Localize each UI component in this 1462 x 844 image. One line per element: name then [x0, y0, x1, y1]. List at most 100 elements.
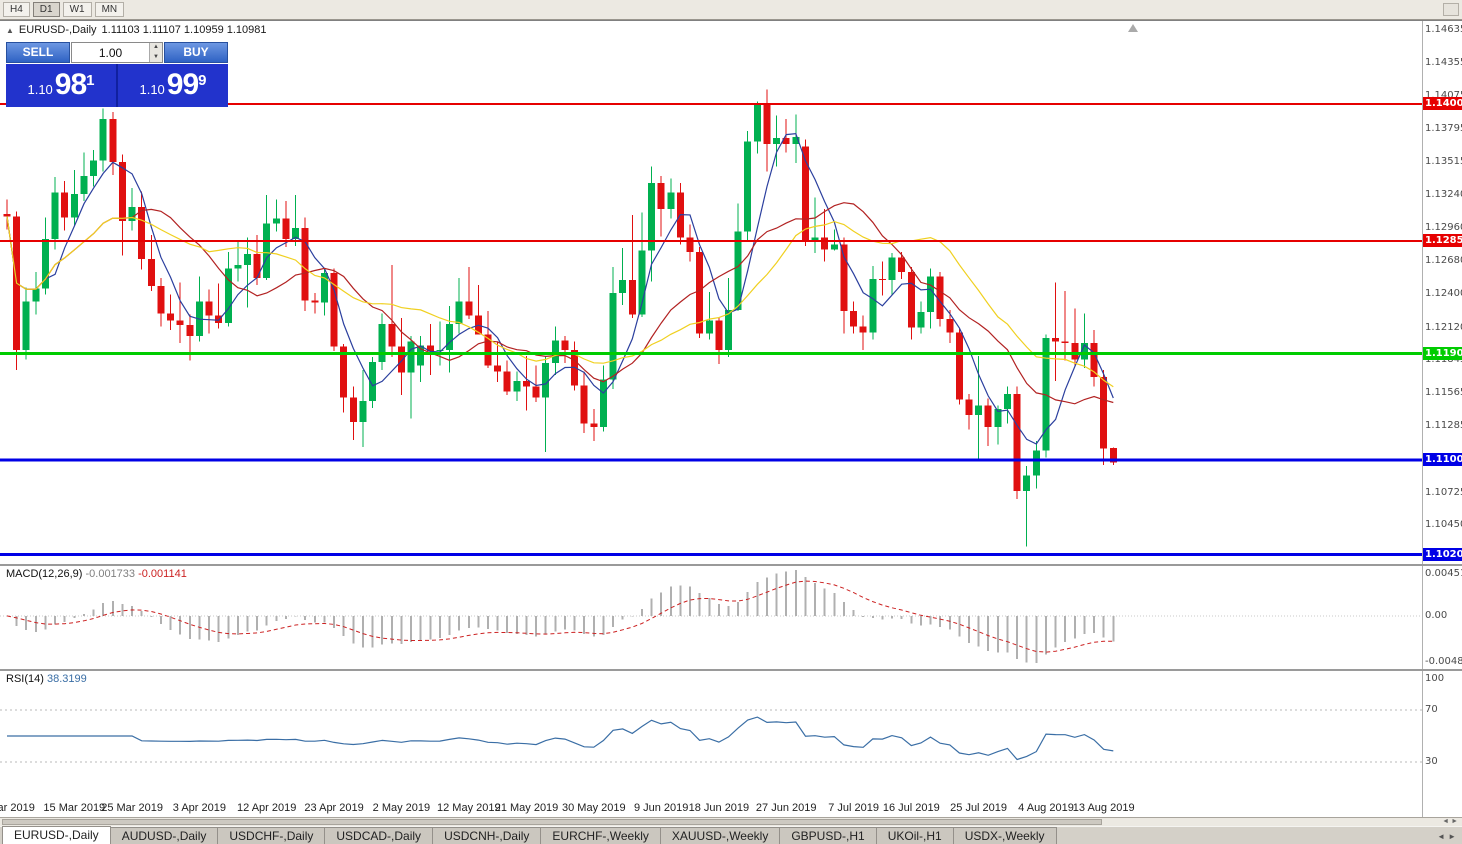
price-level-label: 1.14009 [1423, 97, 1462, 110]
chart-tab[interactable]: USDX-,Weekly [952, 827, 1057, 844]
buy-price-prefix: 1.10 [139, 82, 165, 97]
axis-corner [1423, 801, 1462, 817]
chart-tabbar: EURUSD-,Daily AUDUSD-,Daily USDCHF-,Daily U… [0, 826, 1462, 844]
volume-stepper[interactable]: 1.00 ▲ ▼ [71, 42, 163, 63]
date-axis-label: 16 Jul 2019 [882, 802, 940, 814]
pane-divider[interactable] [0, 669, 1462, 671]
sell-price-big: 98 [54, 68, 87, 101]
chart-tab[interactable]: EURCHF-,Weekly [540, 827, 661, 844]
price-level-label: 1.10201 [1423, 547, 1462, 561]
price-axis-label: 1.12400 [1425, 288, 1462, 300]
main-chart-pane: ▲ EURUSD-,Daily 1.11103 1.11107 1.10959 … [0, 21, 1423, 564]
date-axis-label: 9 Jun 2019 [633, 802, 689, 814]
date-axis-label: 27 Jun 2019 [755, 802, 817, 814]
macd-pane: MACD(12,26,9) -0.001733 -0.001141 [0, 566, 1423, 669]
price-axis-label: 1.11565 [1425, 387, 1462, 399]
date-axis-label: 30 May 2019 [561, 802, 626, 814]
rsi-value: 38.3199 [46, 673, 87, 685]
date-axis-label: 15 Mar 2019 [43, 802, 106, 814]
sell-button[interactable]: SELL [6, 42, 70, 63]
rsi-axis-label: 100 [1425, 673, 1445, 684]
macd-main-value: -0.001733 [85, 568, 136, 580]
date-axis-label: 18 Jun 2019 [688, 802, 750, 814]
scrollbar-arrows[interactable]: ◄► [1442, 818, 1460, 825]
chart-tab[interactable]: AUDUSD-,Daily [109, 827, 219, 844]
price-axis-label: 1.12680 [1425, 255, 1462, 267]
date-axis-label: 13 Aug 2019 [1072, 802, 1135, 814]
price-level-label: 1.11000 [1423, 453, 1462, 467]
chart-tab[interactable]: XAUUSD-,Weekly [659, 827, 781, 844]
price-axis-label: 1.14635 [1425, 23, 1462, 35]
date-axis-label: 12 Apr 2019 [237, 802, 297, 814]
date-axis-label: 6 Mar 2019 [0, 802, 35, 814]
timeframe-button-mn[interactable]: MN [94, 2, 125, 17]
rsi-axis-label: 30 [1425, 756, 1438, 767]
date-axis-label: 2 May 2019 [372, 802, 431, 814]
macd-canvas[interactable] [0, 566, 1422, 669]
macd-axis-label: 0.00 [1425, 609, 1448, 621]
toolbar-button[interactable] [1443, 3, 1459, 16]
price-axis-label: 1.12960 [1425, 222, 1462, 234]
chart-tab[interactable]: USDCAD-,Daily [324, 827, 434, 844]
trade-panel-collapse-icon[interactable]: ▲ [6, 25, 14, 35]
tab-scroll-arrows[interactable]: ◄► [1437, 831, 1459, 841]
date-axis-label: 12 May 2019 [436, 802, 501, 814]
macd-signal-value: -0.001141 [138, 568, 187, 580]
price-axis-label: 1.10450 [1425, 519, 1462, 531]
date-axis-label: 25 Mar 2019 [101, 802, 163, 814]
chart-tab[interactable]: GBPUSD-,H1 [779, 827, 877, 844]
macd-axis-label: -0.004806 [1425, 656, 1462, 667]
timeframe-button-d1[interactable]: D1 [32, 2, 60, 17]
date-axis-label: 21 May 2019 [494, 802, 559, 814]
price-axis-label: 1.14355 [1425, 57, 1462, 68]
price-axis-label: 1.13240 [1425, 189, 1462, 200]
chart-header: ▲ EURUSD-,Daily 1.11103 1.11107 1.10959 … [6, 24, 267, 36]
chart-tab[interactable]: USDCHF-,Daily [217, 827, 326, 844]
rsi-name: RSI(14) [6, 673, 44, 685]
volume-spin-buttons: ▲ ▼ [149, 43, 162, 62]
timeframe-button-h4[interactable]: H4 [3, 2, 30, 17]
rsi-pane: RSI(14) 38.3199 [0, 671, 1423, 801]
chart-ohlc-values: 1.11103 1.11107 1.10959 1.10981 [101, 24, 267, 36]
sell-price-sup: 1 [86, 72, 95, 89]
price-axis-label: 1.12120 [1425, 321, 1462, 333]
chart-shift-marker[interactable] [1128, 24, 1138, 32]
price-axis-label: 1.13795 [1425, 123, 1462, 135]
pane-divider[interactable] [0, 564, 1462, 566]
chart-tab[interactable]: EURUSD-,Daily [2, 826, 111, 844]
chart-tab[interactable]: USDCNH-,Daily [432, 827, 542, 844]
rsi-label: RSI(14) 38.3199 [6, 673, 87, 685]
timeframe-toolbar: H4 D1 W1 MN [0, 0, 1462, 20]
buy-price-big: 99 [166, 68, 199, 101]
one-click-trading-panel: SELL 1.00 ▲ ▼ BUY 1.10 98 1 1.10 99 9 [6, 42, 228, 107]
horizontal-scrollbar[interactable]: ◄► [0, 817, 1462, 826]
date-axis-label: 25 Jul 2019 [950, 802, 1008, 814]
volume-up-icon[interactable]: ▲ [150, 43, 162, 53]
buy-price-display[interactable]: 1.10 99 9 [118, 64, 228, 107]
macd-axis[interactable]: 0.004517 0.00 -0.004806 [1423, 566, 1462, 669]
rsi-axis[interactable]: 100 70 30 [1423, 671, 1462, 801]
date-axis-label: 7 Jul 2019 [828, 802, 879, 814]
volume-down-icon[interactable]: ▼ [150, 52, 162, 62]
chart-tab[interactable]: UKOil-,H1 [875, 827, 954, 844]
scrollbar-thumb[interactable] [2, 819, 1102, 825]
chart-symbol-label: EURUSD-,Daily [18, 24, 97, 36]
date-axis-label: 23 Apr 2019 [304, 802, 364, 814]
date-axis-label: 3 Apr 2019 [172, 802, 226, 814]
macd-axis-label: 0.004517 [1425, 568, 1462, 579]
price-axis-label: 1.10725 [1425, 486, 1462, 498]
macd-label: MACD(12,26,9) -0.001733 -0.001141 [6, 568, 187, 580]
price-axis-label: 1.14075 [1425, 90, 1462, 102]
buy-button[interactable]: BUY [164, 42, 228, 63]
timeframe-button-w1[interactable]: W1 [62, 2, 92, 17]
price-chart-canvas[interactable] [0, 21, 1422, 564]
rsi-canvas[interactable] [0, 671, 1422, 801]
macd-name: MACD(12,26,9) [6, 568, 83, 580]
sell-price-display[interactable]: 1.10 98 1 [6, 64, 118, 107]
buy-price-sup: 9 [198, 72, 207, 89]
price-axis[interactable]: 1.14635 1.14355 1.14075 1.13795 1.13515 1.132… [1423, 21, 1462, 564]
volume-value: 1.00 [98, 45, 123, 60]
